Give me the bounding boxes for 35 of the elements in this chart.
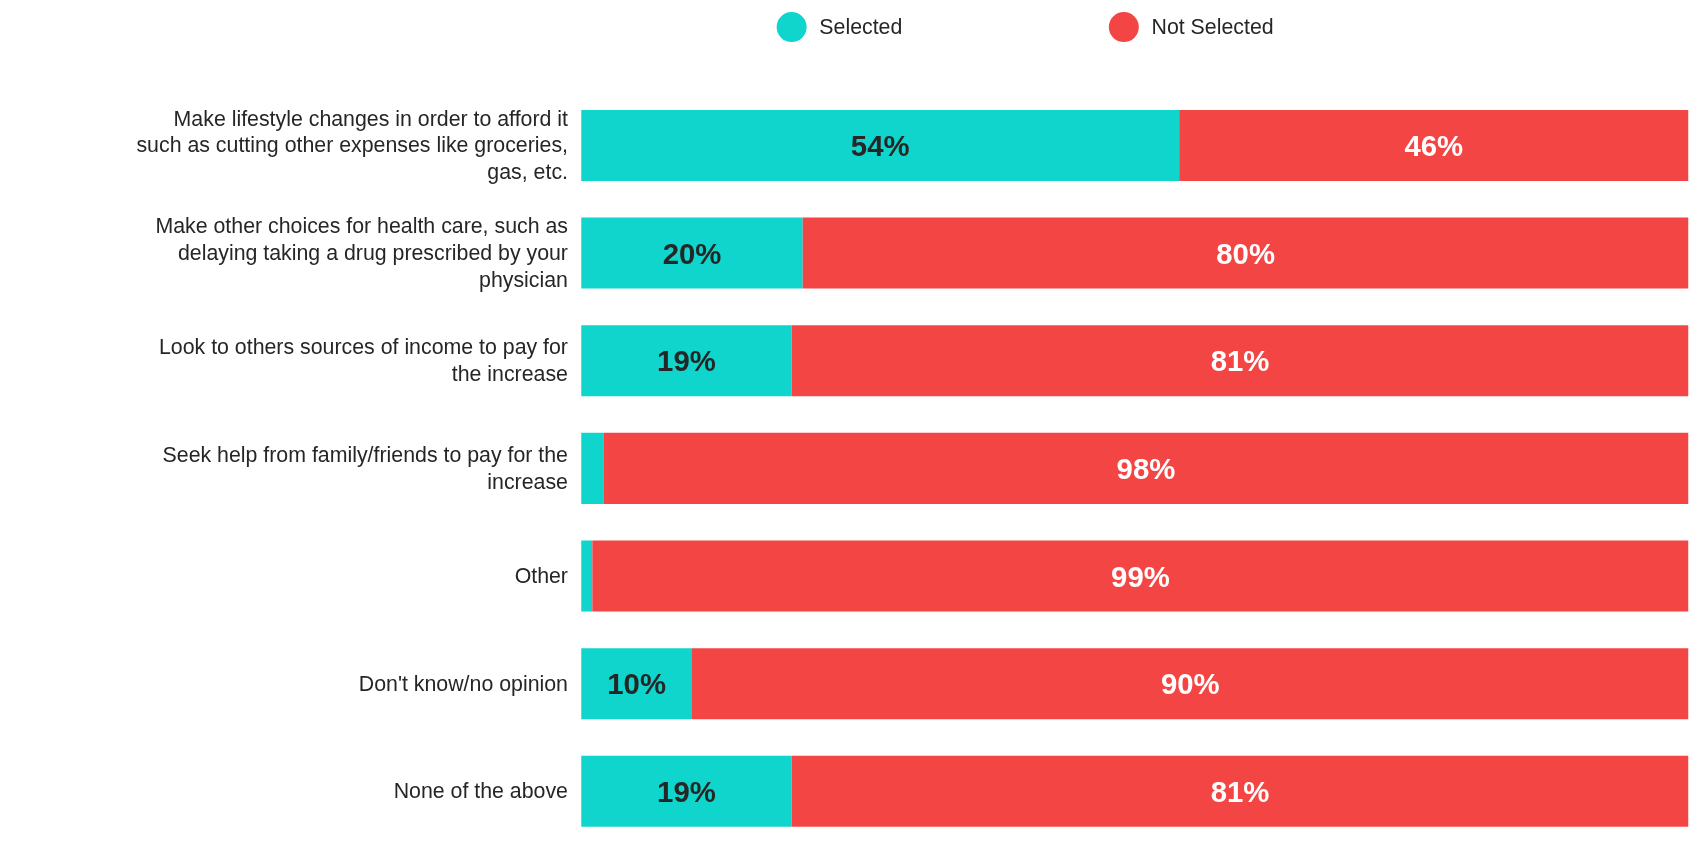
legend-label: Not Selected [1151, 15, 1274, 40]
bar [581, 217, 803, 289]
bar [581, 540, 593, 612]
data-label: 90% [1160, 667, 1220, 701]
y-tick-label: Look to others sources of income to pay for the increase [158, 335, 568, 387]
data-label: 19% [657, 344, 716, 378]
bar [592, 540, 1689, 612]
bar [581, 432, 604, 504]
bar [603, 432, 1689, 504]
bar [791, 325, 1689, 397]
data-label: 10% [607, 667, 666, 701]
bar [581, 109, 1180, 181]
legend-label: Selected [819, 15, 903, 40]
data-label: 54% [850, 128, 910, 162]
y-tick-label: Make other choices for health care, such as delaying taking a drug prescribed by your physician [155, 214, 568, 292]
bar [691, 648, 1689, 720]
y-tick-label: None of the above [393, 779, 568, 804]
bar [581, 755, 792, 827]
bar [1179, 109, 1689, 181]
data-label: 20% [662, 236, 722, 270]
bar [581, 648, 692, 720]
data-label: 19% [657, 774, 716, 808]
bar [581, 325, 792, 397]
bar [791, 755, 1689, 827]
data-label: 81% [1210, 774, 1270, 808]
data-label: 80% [1216, 236, 1275, 270]
data-label: 46% [1404, 128, 1464, 162]
data-label: 98% [1116, 451, 1176, 485]
y-tick-label: Other [514, 564, 568, 589]
data-label: 99% [1111, 559, 1170, 593]
y-tick-label: Seek help from family/friends to pay for the increase [162, 442, 568, 494]
data-label: 81% [1210, 344, 1270, 378]
y-tick-label: Make lifestyle changes in order to afford it such as cutting other expenses like groceries, gas, etc. [136, 106, 569, 185]
bar [802, 217, 1689, 289]
y-tick-label: Don't know/no opinion [358, 671, 568, 696]
